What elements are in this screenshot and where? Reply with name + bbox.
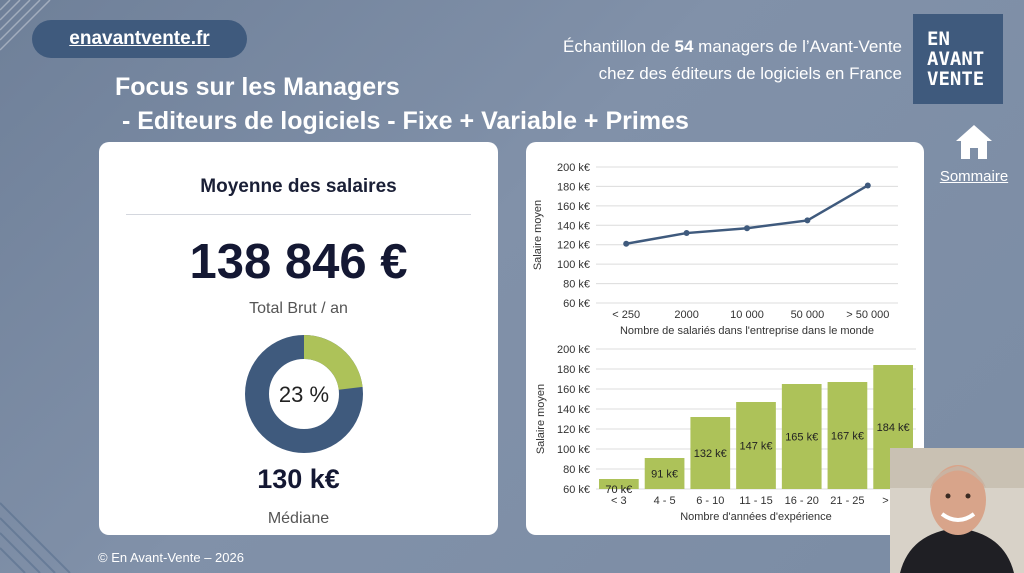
chart2-xtick-label: 6 - 10 (696, 495, 724, 507)
home-icon[interactable] (954, 122, 994, 162)
chart2-ytick-label: 140 k€ (557, 404, 590, 416)
variable-share-donut: 23 % (245, 335, 363, 453)
logo-line1: EN (927, 28, 950, 50)
chart2-ytick-label: 160 k€ (557, 384, 590, 396)
chart2-bar (736, 402, 776, 489)
chart2-bar (690, 417, 731, 489)
salary-summary-card: Moyenne des salaires 138 846 € Total Bru… (99, 142, 498, 535)
chart1-x-axis-label: Nombre de salariés dans l'entreprise dan… (620, 325, 874, 337)
chart2-data-label: 70 k€ (605, 484, 632, 496)
chart2-bar (827, 382, 868, 489)
chart2-data-label: 147 k€ (739, 441, 772, 453)
chart1-series-line (625, 184, 869, 245)
chart2-ytick-label: 80 k€ (563, 464, 590, 476)
page-title-line1: Focus sur les Managers (115, 73, 400, 101)
home-link[interactable]: Sommaire (939, 168, 1009, 185)
chart1-ytick-label: 120 k€ (557, 240, 590, 252)
chart1-data-point (683, 230, 690, 237)
median-salary-value: 130 k€ (257, 464, 340, 494)
chart1-data-point (623, 240, 630, 247)
average-salary-label: Total Brut / an (249, 300, 348, 317)
chart2-bar (599, 479, 639, 489)
decorative-stripes-bottom-left (0, 502, 71, 573)
chart1-ytick-label: 180 k€ (557, 181, 590, 193)
chart2-xtick-label: 21 - 25 (830, 495, 864, 507)
page-title-line2: - Editeurs de logiciels - Fixe + Variabl… (115, 107, 689, 135)
chart2-bar (644, 458, 685, 489)
sample-count: 54 (674, 37, 694, 56)
chart1-xtick-label: 10 000 (730, 309, 764, 321)
chart1-ytick-label: 60 k€ (563, 298, 590, 310)
site-link-button[interactable]: enavantvente.fr (32, 20, 247, 58)
sample-suffix: managers de l’Avant-Vente (693, 37, 902, 56)
sample-description: Échantillon de 54 managers de l’Avant-Ve… (563, 33, 902, 87)
chart1-ytick-label: 200 k€ (557, 162, 590, 174)
sample-line2: chez des éditeurs de logiciels en France (598, 64, 902, 83)
chart1-xtick-label: 50 000 (791, 309, 825, 321)
donut-percent-label: 23 % (279, 382, 329, 407)
chart2-ytick-label: 200 k€ (557, 344, 590, 356)
page-title: Focus sur les Managers - Editeurs de log… (115, 70, 689, 138)
chart2-ytick-label: 60 k€ (563, 484, 590, 496)
chart2-ytick-label: 120 k€ (557, 424, 590, 436)
decorative-stripes-top-left (0, 0, 51, 51)
sample-prefix: Échantillon de (563, 37, 675, 56)
chart2-ytick-label: 180 k€ (557, 364, 590, 376)
chart2-ytick-label: 100 k€ (557, 444, 590, 456)
copyright-footer: © En Avant-Vente – 2026 (98, 550, 244, 565)
charts-svg: 60 k€ 80 k€ 100 k€ 120 k€ 140 k€ 160 k€ 180 k€… (532, 162, 916, 523)
chart1-data-point (744, 225, 750, 232)
chart1-xtick-label: < 250 (612, 309, 640, 321)
brand-logo: EN AVANT VENTE (913, 14, 1003, 104)
presenter-portrait (890, 448, 1024, 573)
chart1-data-point (804, 217, 811, 224)
chart1-y-axis-label: Salaire moyen (532, 200, 544, 270)
chart2-data-label: 167 k€ (831, 431, 864, 443)
chart1-data-point (864, 182, 871, 189)
donut-accent-arc (245, 335, 363, 453)
charts-card: 60 k€ 80 k€ 100 k€ 120 k€ 140 k€ 160 k€ 180 k€… (526, 142, 924, 535)
chart1-ytick-label: 160 k€ (557, 201, 590, 213)
chart2-xtick-label: 11 - 15 (739, 495, 772, 507)
median-salary-label: Médiane (267, 510, 330, 527)
chart2-xtick-label: < 3 (611, 495, 627, 507)
chart1-xtick-label: > 50 000 (846, 309, 889, 321)
site-link-text[interactable]: enavantvente.fr (69, 28, 210, 49)
chart2-y-axis-label: Salaire moyen (535, 384, 547, 454)
chart2-data-label: 132 k€ (694, 448, 727, 460)
chart2-xtick-label: 16 - 20 (785, 495, 819, 507)
logo-line2: AVANT (927, 48, 985, 70)
chart1-ytick-label: 100 k€ (557, 259, 590, 271)
chart1-ytick-label: 80 k€ (563, 279, 590, 291)
average-salary-value: 138 846 € (189, 235, 408, 289)
chart2-data-label: 165 k€ (785, 432, 818, 444)
chart2-data-label: 91 k€ (651, 469, 678, 481)
chart1-xtick-label: 2000 (674, 309, 698, 321)
chart2-x-axis-label: Nombre d'années d'expérience (680, 511, 832, 523)
chart2-data-label: 184 k€ (877, 422, 910, 434)
logo-line3: VENTE (927, 68, 985, 90)
chart2-xtick-label: 4 - 5 (654, 495, 676, 507)
chart2-bar (781, 384, 822, 489)
summary-title: Moyenne des salaires (200, 176, 397, 197)
chart1-ytick-label: 140 k€ (557, 220, 590, 232)
summary-divider (126, 214, 471, 215)
